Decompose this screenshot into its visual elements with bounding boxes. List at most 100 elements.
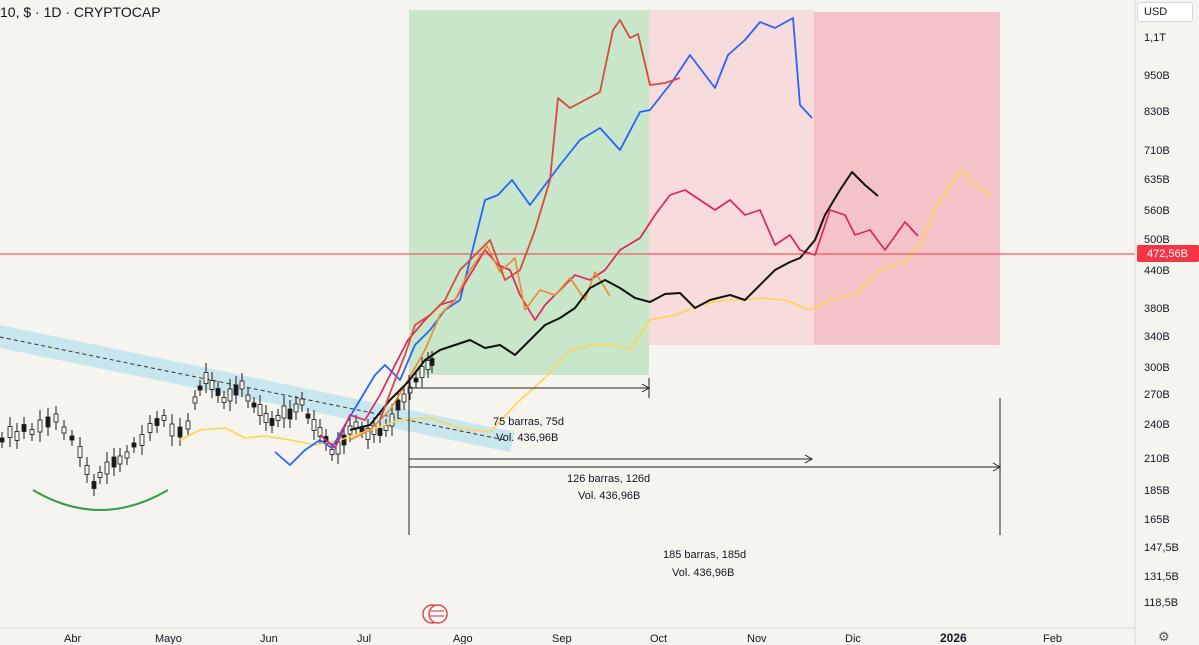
- candle-body: [365, 428, 371, 440]
- candle-body: [203, 372, 209, 384]
- measure-126-arrowhead: [804, 454, 814, 464]
- candle-body: [353, 421, 359, 429]
- price-tick-label: 710B: [1144, 145, 1170, 157]
- candle-body: [61, 426, 67, 434]
- candle-body: [275, 415, 281, 421]
- zone-light-pink: [649, 10, 814, 345]
- series-black: [349, 171, 879, 431]
- price-tick-label: 1,1T: [1144, 32, 1166, 44]
- candle-body: [77, 446, 83, 458]
- candle-body: [124, 451, 130, 459]
- price-tick-label: 185B: [1144, 485, 1170, 497]
- candle-body: [139, 434, 145, 446]
- price-tick-label: 500B: [1144, 234, 1170, 246]
- price-tick-label: 440B: [1144, 265, 1170, 277]
- candle-body: [104, 461, 110, 475]
- chart-title: 10, $ · 1D · CRYPTOCAP: [0, 4, 161, 20]
- candle-body: [389, 413, 395, 427]
- candle-body: [311, 419, 317, 431]
- candle-body: [429, 358, 435, 366]
- time-tick-label: Mayo: [155, 633, 182, 644]
- candle-body: [377, 428, 383, 436]
- candle-body: [269, 418, 275, 426]
- time-tick-label: Jul: [357, 633, 371, 644]
- candle-body: [29, 429, 35, 435]
- price-tick-label: 131,5B: [1144, 571, 1179, 583]
- price-tick-label: 950B: [1144, 70, 1170, 82]
- candle-body: [147, 423, 153, 433]
- measure-185-vol: Vol. 436,96B: [672, 567, 734, 579]
- candle-body: [0, 437, 5, 443]
- zone-pink: [814, 12, 1000, 345]
- price-tick-label: 165B: [1144, 514, 1170, 526]
- candle-body: [383, 425, 389, 431]
- price-tick-label: 118,5B: [1144, 597, 1178, 609]
- measure-126-vol: Vol. 436,96B: [578, 490, 640, 502]
- candle-body: [245, 394, 251, 402]
- price-axis-bg: [1135, 0, 1199, 644]
- time-tick-label: Sep: [552, 633, 572, 644]
- candle-body: [14, 431, 20, 441]
- rounded-bottom-arc: [32, 489, 169, 511]
- candle-body: [317, 427, 323, 437]
- candle-body: [161, 415, 167, 421]
- candle-body: [185, 420, 191, 430]
- price-tick-label: 270B: [1144, 389, 1170, 401]
- candle-body: [45, 416, 51, 428]
- measure-75-arrowhead: [641, 383, 651, 393]
- candle-body: [177, 426, 183, 438]
- candle-body: [197, 385, 203, 391]
- candle-body: [7, 426, 13, 438]
- measure-185-arrowhead: [992, 462, 1002, 472]
- current-price-label: 472,56B: [1147, 248, 1188, 260]
- candle-body: [257, 404, 263, 416]
- flag-circle-front: [428, 604, 448, 624]
- candle-body: [69, 435, 75, 441]
- currency-selector[interactable]: USD: [1137, 2, 1193, 22]
- candle-body: [299, 398, 305, 406]
- candle-body: [21, 424, 27, 432]
- measure-75-vol: Vol. 436,96B: [496, 432, 558, 444]
- candle-body: [329, 449, 335, 455]
- time-tick-label: Dic: [845, 633, 861, 644]
- candle-body: [111, 456, 117, 468]
- candle-body: [251, 402, 257, 408]
- price-tick-label: 380B: [1144, 303, 1170, 315]
- candle-body: [117, 455, 123, 465]
- measure-126-bars: 126 barras, 126d: [567, 473, 650, 485]
- candle-body: [154, 418, 160, 426]
- current-price-badge: [1137, 245, 1199, 262]
- candle-body: [395, 399, 401, 411]
- price-tick-label: 147,5B: [1144, 542, 1179, 554]
- candle-body: [341, 434, 347, 446]
- candle-body: [239, 380, 245, 390]
- price-tick-label: 340B: [1144, 331, 1170, 343]
- price-tick-label: 635B: [1144, 174, 1170, 186]
- candle-body: [53, 413, 59, 423]
- time-tick-label: Jun: [260, 633, 278, 644]
- candle-body: [97, 472, 103, 478]
- candle-body: [84, 465, 90, 475]
- candle-body: [221, 397, 227, 403]
- candle-body: [287, 408, 293, 420]
- candle-body: [209, 380, 215, 390]
- candle-body: [281, 405, 287, 419]
- candle-body: [91, 481, 97, 489]
- zone-green: [409, 10, 649, 375]
- candle-body: [413, 377, 419, 383]
- price-tick-label: 830B: [1144, 106, 1170, 118]
- candle-body: [293, 403, 299, 413]
- gear-icon[interactable]: ⚙: [1158, 629, 1170, 644]
- measure-185-bars: 185 barras, 185d: [663, 549, 746, 561]
- candle-body: [131, 442, 137, 448]
- dashed-trendline: [0, 336, 506, 441]
- event-flag-icon: [422, 604, 448, 624]
- price-tick-label: 560B: [1144, 205, 1170, 217]
- time-tick-label: Feb: [1043, 633, 1062, 644]
- candle-body: [169, 423, 175, 437]
- candle-body: [263, 413, 269, 423]
- candle-body: [401, 393, 407, 403]
- series-yellow: [179, 169, 991, 446]
- time-tick-label: Ago: [453, 633, 473, 644]
